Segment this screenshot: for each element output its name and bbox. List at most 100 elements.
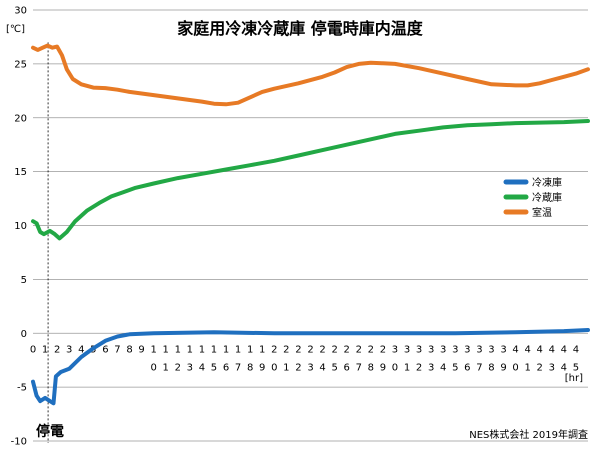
x-tick-label: 8 [488, 362, 494, 373]
y-axis-unit-label: [℃] [6, 24, 25, 35]
x-tick-label: 8 [247, 362, 253, 373]
x-tick-label: 9 [380, 362, 386, 373]
x-tick-label: 3 [392, 344, 398, 355]
x-tick-label: 6 [464, 362, 470, 373]
x-tick-label: 4 [319, 362, 325, 373]
x-tick-label: 1 [404, 362, 410, 373]
legend-label: 冷蔵庫 [532, 191, 562, 204]
x-tick-label: 1 [163, 344, 169, 355]
series-line-冷蔵庫 [31, 119, 590, 241]
x-tick-label: 2 [283, 344, 289, 355]
x-axis-unit-label: [hr] [565, 373, 583, 384]
x-tick-label: 4 [573, 344, 579, 355]
y-tick-label: 30 [14, 6, 27, 17]
x-tick-label: 5 [452, 362, 458, 373]
x-tick-label: 2 [537, 362, 543, 373]
x-tick-label: 3 [416, 344, 422, 355]
y-tick-label: 15 [14, 167, 27, 178]
source-note: NES株式会社 2019年調査 [469, 428, 588, 441]
x-tick-label: 1 [223, 344, 229, 355]
y-axis-ticks: 30 25 20 15 10 5 0 -5 -10 [11, 6, 27, 448]
x-tick-label: 1 [235, 344, 241, 355]
series-line-冷凍庫 [31, 328, 590, 406]
x-tick-label: 2 [307, 344, 313, 355]
x-tick-label: 1 [524, 362, 530, 373]
series-lines [31, 43, 590, 406]
y-tick-label: 10 [14, 221, 27, 232]
x-tick-label: 2 [54, 344, 60, 355]
x-tick-label: 6 [102, 344, 108, 355]
x-tick-label: 1 [211, 344, 217, 355]
legend-label: 冷凍庫 [532, 176, 562, 189]
x-tick-label: 1 [247, 344, 253, 355]
x-tick-label: 7 [356, 362, 362, 373]
x-tick-label: 8 [126, 344, 132, 355]
x-tick-label: 4 [549, 344, 555, 355]
y-tick-label: -5 [17, 383, 27, 394]
x-tick-label: 2 [356, 344, 362, 355]
x-tick-label: 0 [30, 344, 36, 355]
x-tick-label: 3 [428, 344, 434, 355]
x-tick-label: 7 [114, 344, 120, 355]
x-tick-label: 3 [440, 344, 446, 355]
y-tick-label: -10 [11, 437, 27, 448]
x-tick-label: 3 [464, 344, 470, 355]
x-tick-label: 1 [42, 344, 48, 355]
x-tick-label: 4 [440, 362, 446, 373]
x-tick-label: 5 [331, 362, 337, 373]
x-tick-label: 9 [500, 362, 506, 373]
x-tick-label: 2 [175, 362, 181, 373]
x-tick-label: 4 [537, 344, 543, 355]
y-tick-label: 25 [14, 59, 27, 70]
x-tick-label: 2 [271, 344, 277, 355]
x-tick-label: 3 [452, 344, 458, 355]
x-tick-label: 1 [187, 344, 193, 355]
x-tick-label: 2 [319, 344, 325, 355]
x-tick-label: 3 [307, 362, 313, 373]
x-tick-label: 1 [150, 344, 156, 355]
power-outage-label: 停電 [36, 423, 64, 440]
x-tick-label: 6 [344, 362, 350, 373]
x-tick-label: 7 [235, 362, 241, 373]
x-tick-label: 4 [524, 344, 530, 355]
x-tick-label: 8 [368, 362, 374, 373]
x-tick-label: 2 [331, 344, 337, 355]
x-tick-label: 3 [476, 344, 482, 355]
series-line-室温 [31, 43, 590, 107]
y-tick-label: 20 [14, 113, 27, 124]
x-tick-label: 3 [404, 344, 410, 355]
x-tick-label: 4 [199, 362, 205, 373]
x-tick-label: 7 [476, 362, 482, 373]
x-tick-label: 1 [283, 362, 289, 373]
x-tick-label: 0 [392, 362, 398, 373]
chart-title: 家庭用冷凍冷蔵庫 停電時庫内温度 [177, 19, 424, 38]
x-tick-label: 1 [259, 344, 265, 355]
x-tick-label: 5 [573, 362, 579, 373]
x-tick-label: 1 [199, 344, 205, 355]
x-tick-label: 4 [561, 344, 567, 355]
x-tick-label: 1 [175, 344, 181, 355]
x-tick-label: 2 [295, 362, 301, 373]
x-tick-label: 2 [416, 362, 422, 373]
x-tick-label: 2 [380, 344, 386, 355]
x-tick-label: 4 [512, 344, 518, 355]
x-tick-label: 0 [150, 362, 156, 373]
x-tick-label: 4 [561, 362, 567, 373]
x-tick-label: 3 [488, 344, 494, 355]
x-tick-label: 1 [163, 362, 169, 373]
x-tick-label: 3 [500, 344, 506, 355]
x-tick-label: 2 [344, 344, 350, 355]
x-tick-label: 9 [138, 344, 144, 355]
x-tick-label: 9 [259, 362, 265, 373]
x-tick-label: 3 [187, 362, 193, 373]
x-tick-label: 2 [368, 344, 374, 355]
x-tick-label: 3 [428, 362, 434, 373]
x-tick-label: 3 [66, 344, 72, 355]
x-tick-label: 2 [295, 344, 301, 355]
y-tick-label: 0 [21, 329, 27, 340]
y-tick-label: 5 [21, 275, 27, 286]
x-tick-label: 4 [78, 344, 84, 355]
